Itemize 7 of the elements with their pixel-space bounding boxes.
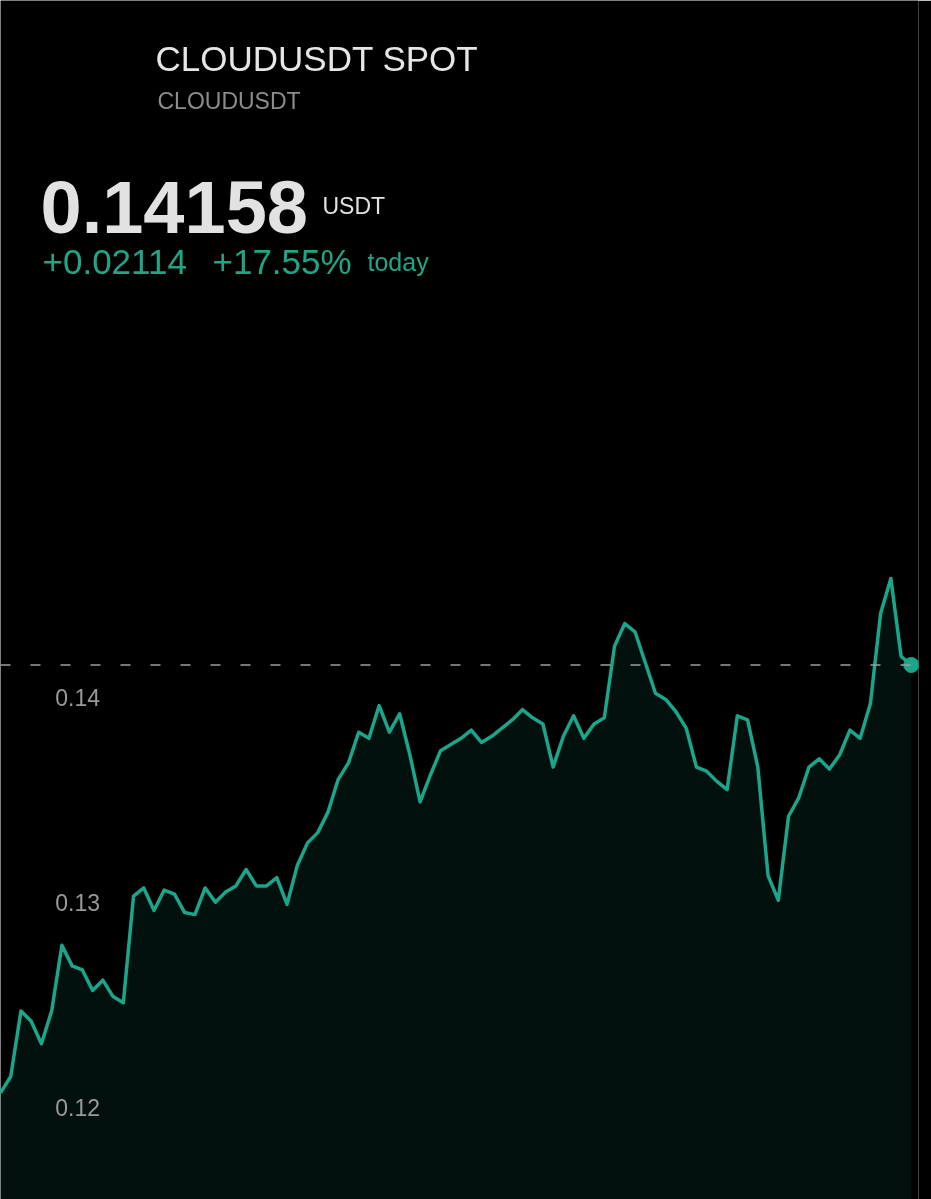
- y-tick-label: 0.13: [55, 889, 101, 916]
- annotation: today: [367, 247, 430, 276]
- text: CLOUDUSDT: [157, 87, 301, 114]
- text: CLOUDUSDT SPOT: [155, 39, 478, 78]
- y-tick-label: 0.12: [55, 1094, 101, 1121]
- annotation: USDT: [322, 192, 386, 219]
- y-tick-label: 0.14: [55, 684, 101, 711]
